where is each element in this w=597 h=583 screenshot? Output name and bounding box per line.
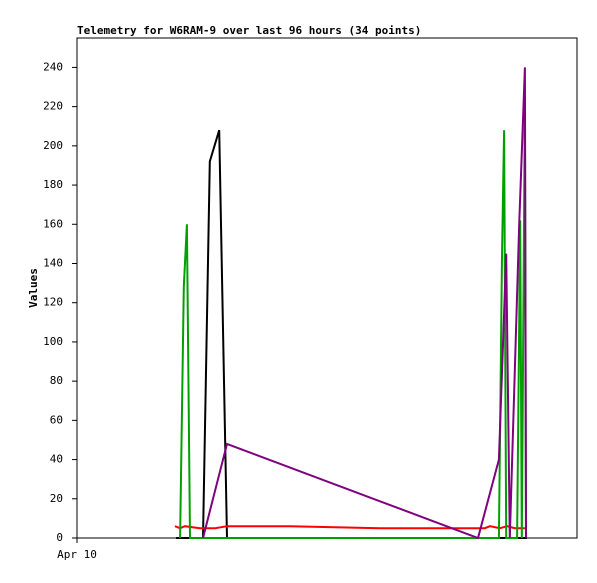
y-axis-label: Values: [27, 268, 40, 308]
y-tick-label: 180: [43, 178, 63, 191]
y-tick-label: 100: [43, 335, 63, 348]
y-tick-label: 120: [43, 296, 63, 309]
y-tick-label: 0: [56, 531, 63, 544]
y-tick-label: 40: [50, 453, 63, 466]
chart-title: Telemetry for W6RAM-9 over last 96 hours…: [77, 24, 421, 37]
y-tick-label: 140: [43, 256, 63, 269]
series-line: [202, 67, 527, 540]
y-tick-label: 220: [43, 100, 63, 113]
y-tick-label: 80: [50, 374, 63, 387]
y-tick-label: 200: [43, 139, 63, 152]
y-tick-label: 240: [43, 60, 63, 73]
y-tick-label: 20: [50, 492, 63, 505]
x-tick-label: Apr 10: [57, 548, 97, 561]
y-tick-label: 60: [50, 413, 63, 426]
y-tick-label: 160: [43, 217, 63, 230]
series-line: [179, 96, 527, 539]
